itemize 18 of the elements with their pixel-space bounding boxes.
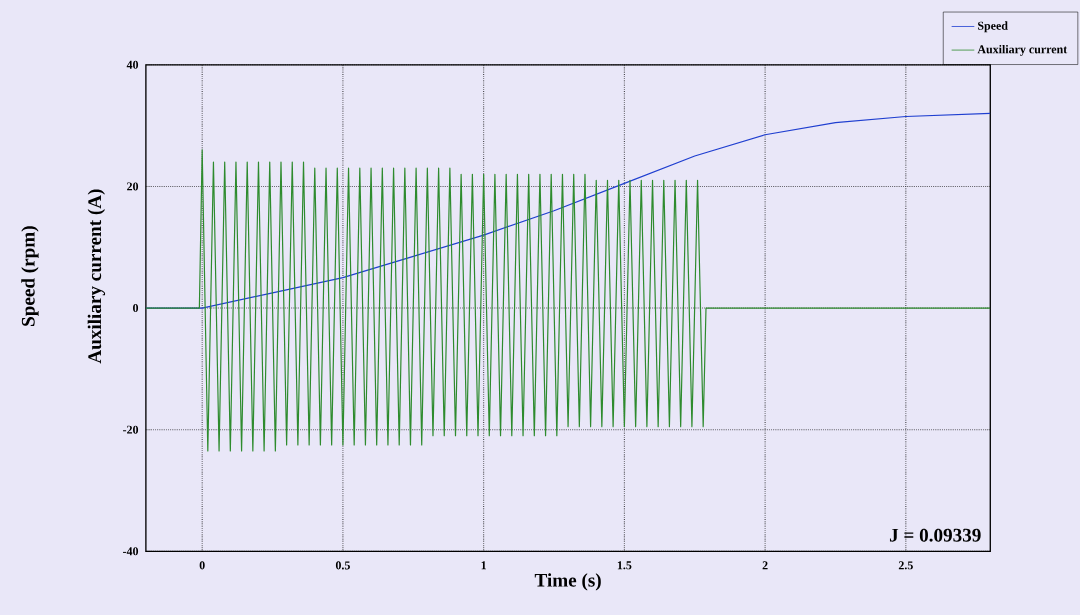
y-tick-label: 20: [127, 182, 139, 191]
y-tick-label: 0: [133, 303, 139, 313]
annotation: J = 0.09339: [889, 528, 981, 542]
x-tick-label: 1.5: [617, 561, 632, 570]
y-tick-label: -20: [123, 425, 139, 434]
legend-label: Auxiliary current: [977, 44, 1068, 56]
x-tick-label: 0.5: [335, 561, 350, 570]
x-tick-label: 1: [481, 561, 487, 570]
y-tick-label: 40: [126, 60, 139, 69]
legend-label: Speed: [978, 21, 1008, 33]
x-tick-label: 2: [762, 561, 768, 570]
x-axis-title: Time (s): [534, 573, 601, 591]
y-tick-label: -40: [123, 547, 139, 556]
line-series: [145, 149, 991, 452]
x-tick-label: 2.5: [898, 561, 913, 570]
x-tick-label: 0: [199, 561, 205, 570]
y2-axis-title: Auxiliary current (A): [87, 189, 106, 364]
y-axis-title: Speed (rpm): [21, 226, 39, 326]
